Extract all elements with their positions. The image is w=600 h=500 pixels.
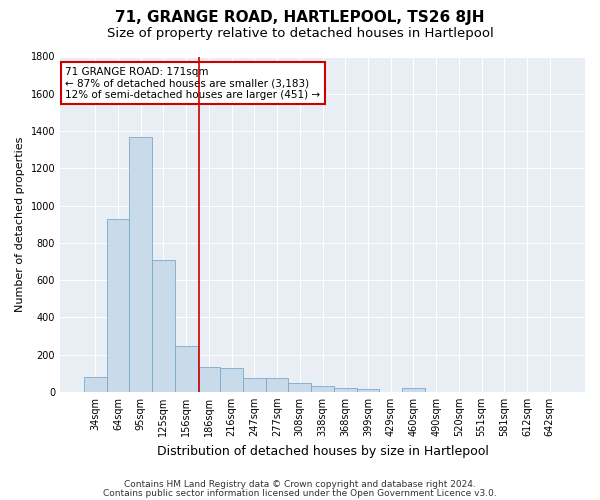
Bar — [243, 378, 266, 392]
Bar — [84, 377, 107, 392]
Bar — [289, 384, 311, 392]
Bar — [266, 378, 289, 392]
Text: Size of property relative to detached houses in Hartlepool: Size of property relative to detached ho… — [107, 28, 493, 40]
Bar — [152, 260, 175, 392]
Bar — [175, 346, 197, 392]
Bar — [311, 386, 334, 392]
Bar — [356, 389, 379, 392]
X-axis label: Distribution of detached houses by size in Hartlepool: Distribution of detached houses by size … — [157, 444, 488, 458]
Text: 71, GRANGE ROAD, HARTLEPOOL, TS26 8JH: 71, GRANGE ROAD, HARTLEPOOL, TS26 8JH — [115, 10, 485, 25]
Bar — [220, 368, 243, 392]
Bar — [130, 136, 152, 392]
Bar — [197, 366, 220, 392]
Text: Contains HM Land Registry data © Crown copyright and database right 2024.: Contains HM Land Registry data © Crown c… — [124, 480, 476, 489]
Text: 71 GRANGE ROAD: 171sqm
← 87% of detached houses are smaller (3,183)
12% of semi-: 71 GRANGE ROAD: 171sqm ← 87% of detached… — [65, 66, 320, 100]
Text: Contains public sector information licensed under the Open Government Licence v3: Contains public sector information licen… — [103, 488, 497, 498]
Bar — [402, 388, 425, 392]
Bar — [334, 388, 356, 392]
Y-axis label: Number of detached properties: Number of detached properties — [15, 136, 25, 312]
Bar — [107, 218, 130, 392]
